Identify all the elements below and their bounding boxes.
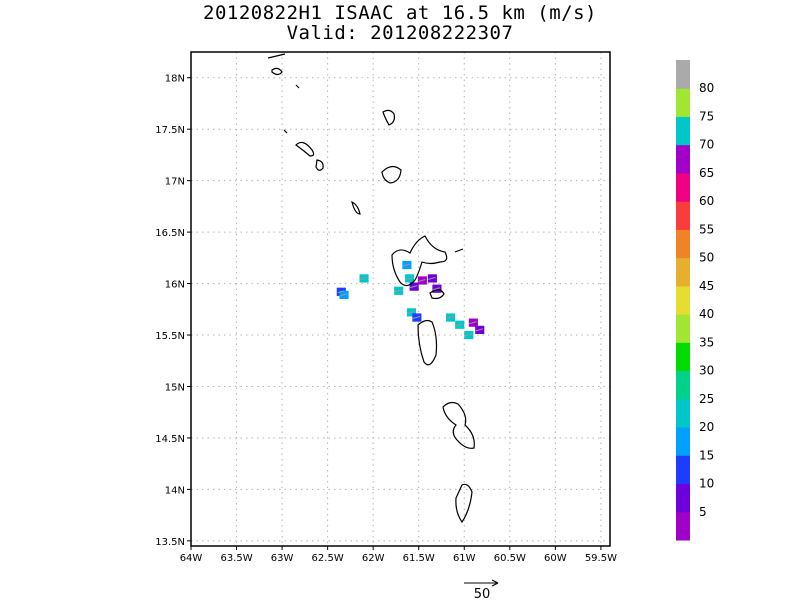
wind-vector — [402, 263, 411, 267]
x-tick-label: 61W — [453, 553, 476, 564]
y-tick-label: 18N — [165, 74, 185, 85]
y-tick-label: 16.5N — [155, 228, 185, 239]
colorbar-label: 70 — [699, 138, 714, 152]
y-tick-label: 17N — [165, 177, 185, 188]
x-tick-label: 62W — [362, 553, 385, 564]
colorbar-label: 30 — [699, 364, 714, 378]
colorbar-swatch — [676, 116, 690, 146]
colorbar-label: 5 — [699, 505, 707, 519]
colorbar-swatch — [676, 257, 690, 287]
colorbar-label: 50 — [699, 251, 714, 265]
x-tick-label: 64W — [180, 553, 203, 564]
wind-vector — [394, 289, 402, 293]
x-tick-label: 62.5W — [312, 553, 344, 564]
colorbar-label: 40 — [699, 307, 714, 321]
island-st-lucia — [455, 483, 473, 524]
grid-lines — [190, 52, 610, 546]
colorbar-label: 35 — [699, 335, 714, 349]
colorbar-swatch — [676, 285, 690, 315]
wind-vector — [418, 278, 426, 282]
y-tick-label: 17.5N — [155, 125, 185, 136]
colorbar-label: 60 — [699, 194, 714, 208]
wind-vector — [455, 323, 463, 327]
wind-vector — [412, 316, 421, 320]
wind-vectors — [337, 263, 483, 337]
wind-vector — [464, 333, 472, 337]
colorbar-swatch — [676, 455, 690, 485]
island-saba — [283, 129, 288, 134]
colorbar-swatch — [676, 201, 690, 230]
wind-vector — [432, 287, 441, 291]
island-anguilla — [267, 53, 286, 59]
colorbar-label: 25 — [699, 392, 714, 406]
colorbar-label: 65 — [699, 166, 714, 180]
colorbar-swatch — [676, 88, 690, 117]
x-tick-label: 59.5W — [585, 553, 617, 564]
island-desirade — [454, 248, 464, 253]
colorbar-swatch — [676, 398, 690, 428]
y-tick-label: 16N — [165, 280, 185, 291]
wind-cells — [336, 260, 485, 340]
y-tick-label: 15N — [165, 382, 185, 393]
x-tick-label: 61.5W — [403, 553, 435, 564]
colorbar-swatch — [676, 483, 690, 513]
y-tick-label: 13.5N — [155, 537, 185, 548]
plot-frame — [190, 51, 611, 547]
wind-vector — [359, 276, 368, 280]
colorbar-swatch — [676, 427, 690, 456]
wind-vector — [428, 276, 436, 280]
island-guadeloupe — [391, 235, 448, 287]
wind-vector — [469, 321, 477, 325]
colorbar-label: 55 — [699, 222, 714, 236]
island-marie-galante — [429, 289, 445, 300]
island-antigua — [381, 165, 402, 184]
y-axis-ticks: 13.5N 14N 14.5N 15N 15.5N 16N 16.5N 17N 17.5N 18N — [155, 74, 191, 548]
island-dominica — [417, 319, 438, 366]
colorbar-label: 45 — [699, 279, 714, 293]
x-axis-ticks: 64W 63.5W 63W 62.5W 62W 61.5W 61W 60.5W 60W 59.5W — [180, 546, 617, 564]
colorbar-swatch — [676, 370, 690, 400]
reference-vector: 50 — [464, 579, 499, 600]
colorbar-swatch — [676, 229, 690, 259]
wind-vector — [407, 310, 415, 314]
y-tick-label: 14N — [165, 485, 185, 496]
island-st-kitts — [295, 141, 315, 157]
reference-vector-label: 50 — [474, 587, 491, 600]
y-tick-label: 15.5N — [155, 331, 185, 342]
wind-vector — [446, 316, 454, 320]
colorbar-swatch — [676, 511, 690, 541]
x-tick-label: 63W — [271, 553, 294, 564]
colorbar-label: 15 — [699, 448, 714, 462]
island-nevis — [315, 159, 324, 171]
reference-vector-arrowhead — [491, 579, 499, 587]
wind-vector — [337, 290, 345, 294]
coastlines — [267, 53, 475, 524]
colorbar-swatch — [676, 314, 690, 343]
x-tick-label: 60.5W — [494, 553, 526, 564]
colorbar-swatch — [676, 144, 690, 174]
wind-vector — [410, 285, 418, 289]
wind-vector — [475, 328, 483, 332]
wind-vector — [339, 293, 348, 297]
island-barbuda — [382, 109, 396, 126]
colorbar-label: 10 — [699, 477, 714, 491]
y-tick-label: 14.5N — [155, 434, 185, 445]
wind-vector — [405, 276, 413, 280]
island-st-martin — [271, 67, 283, 76]
colorbar-label: 80 — [699, 81, 714, 95]
colorbar-swatch — [676, 60, 690, 89]
colorbar-label: 75 — [699, 109, 714, 123]
x-tick-label: 60W — [544, 553, 567, 564]
colorbar-swatch — [676, 172, 690, 202]
island-martinique — [442, 401, 475, 449]
colorbar-label: 20 — [699, 420, 714, 434]
island-montserrat — [351, 200, 361, 215]
colorbar-swatch — [676, 342, 690, 372]
colorbar: 5 10 15 20 25 30 35 40 45 50 55 60 65 70 75 80 — [676, 60, 714, 541]
island-st-barths — [295, 84, 300, 89]
chart-title: 20120822H1 ISAAC at 16.5 km (m/s) — [203, 2, 597, 24]
x-tick-label: 63.5W — [220, 553, 252, 564]
chart-subtitle: Valid: 201208222307 — [286, 22, 514, 44]
